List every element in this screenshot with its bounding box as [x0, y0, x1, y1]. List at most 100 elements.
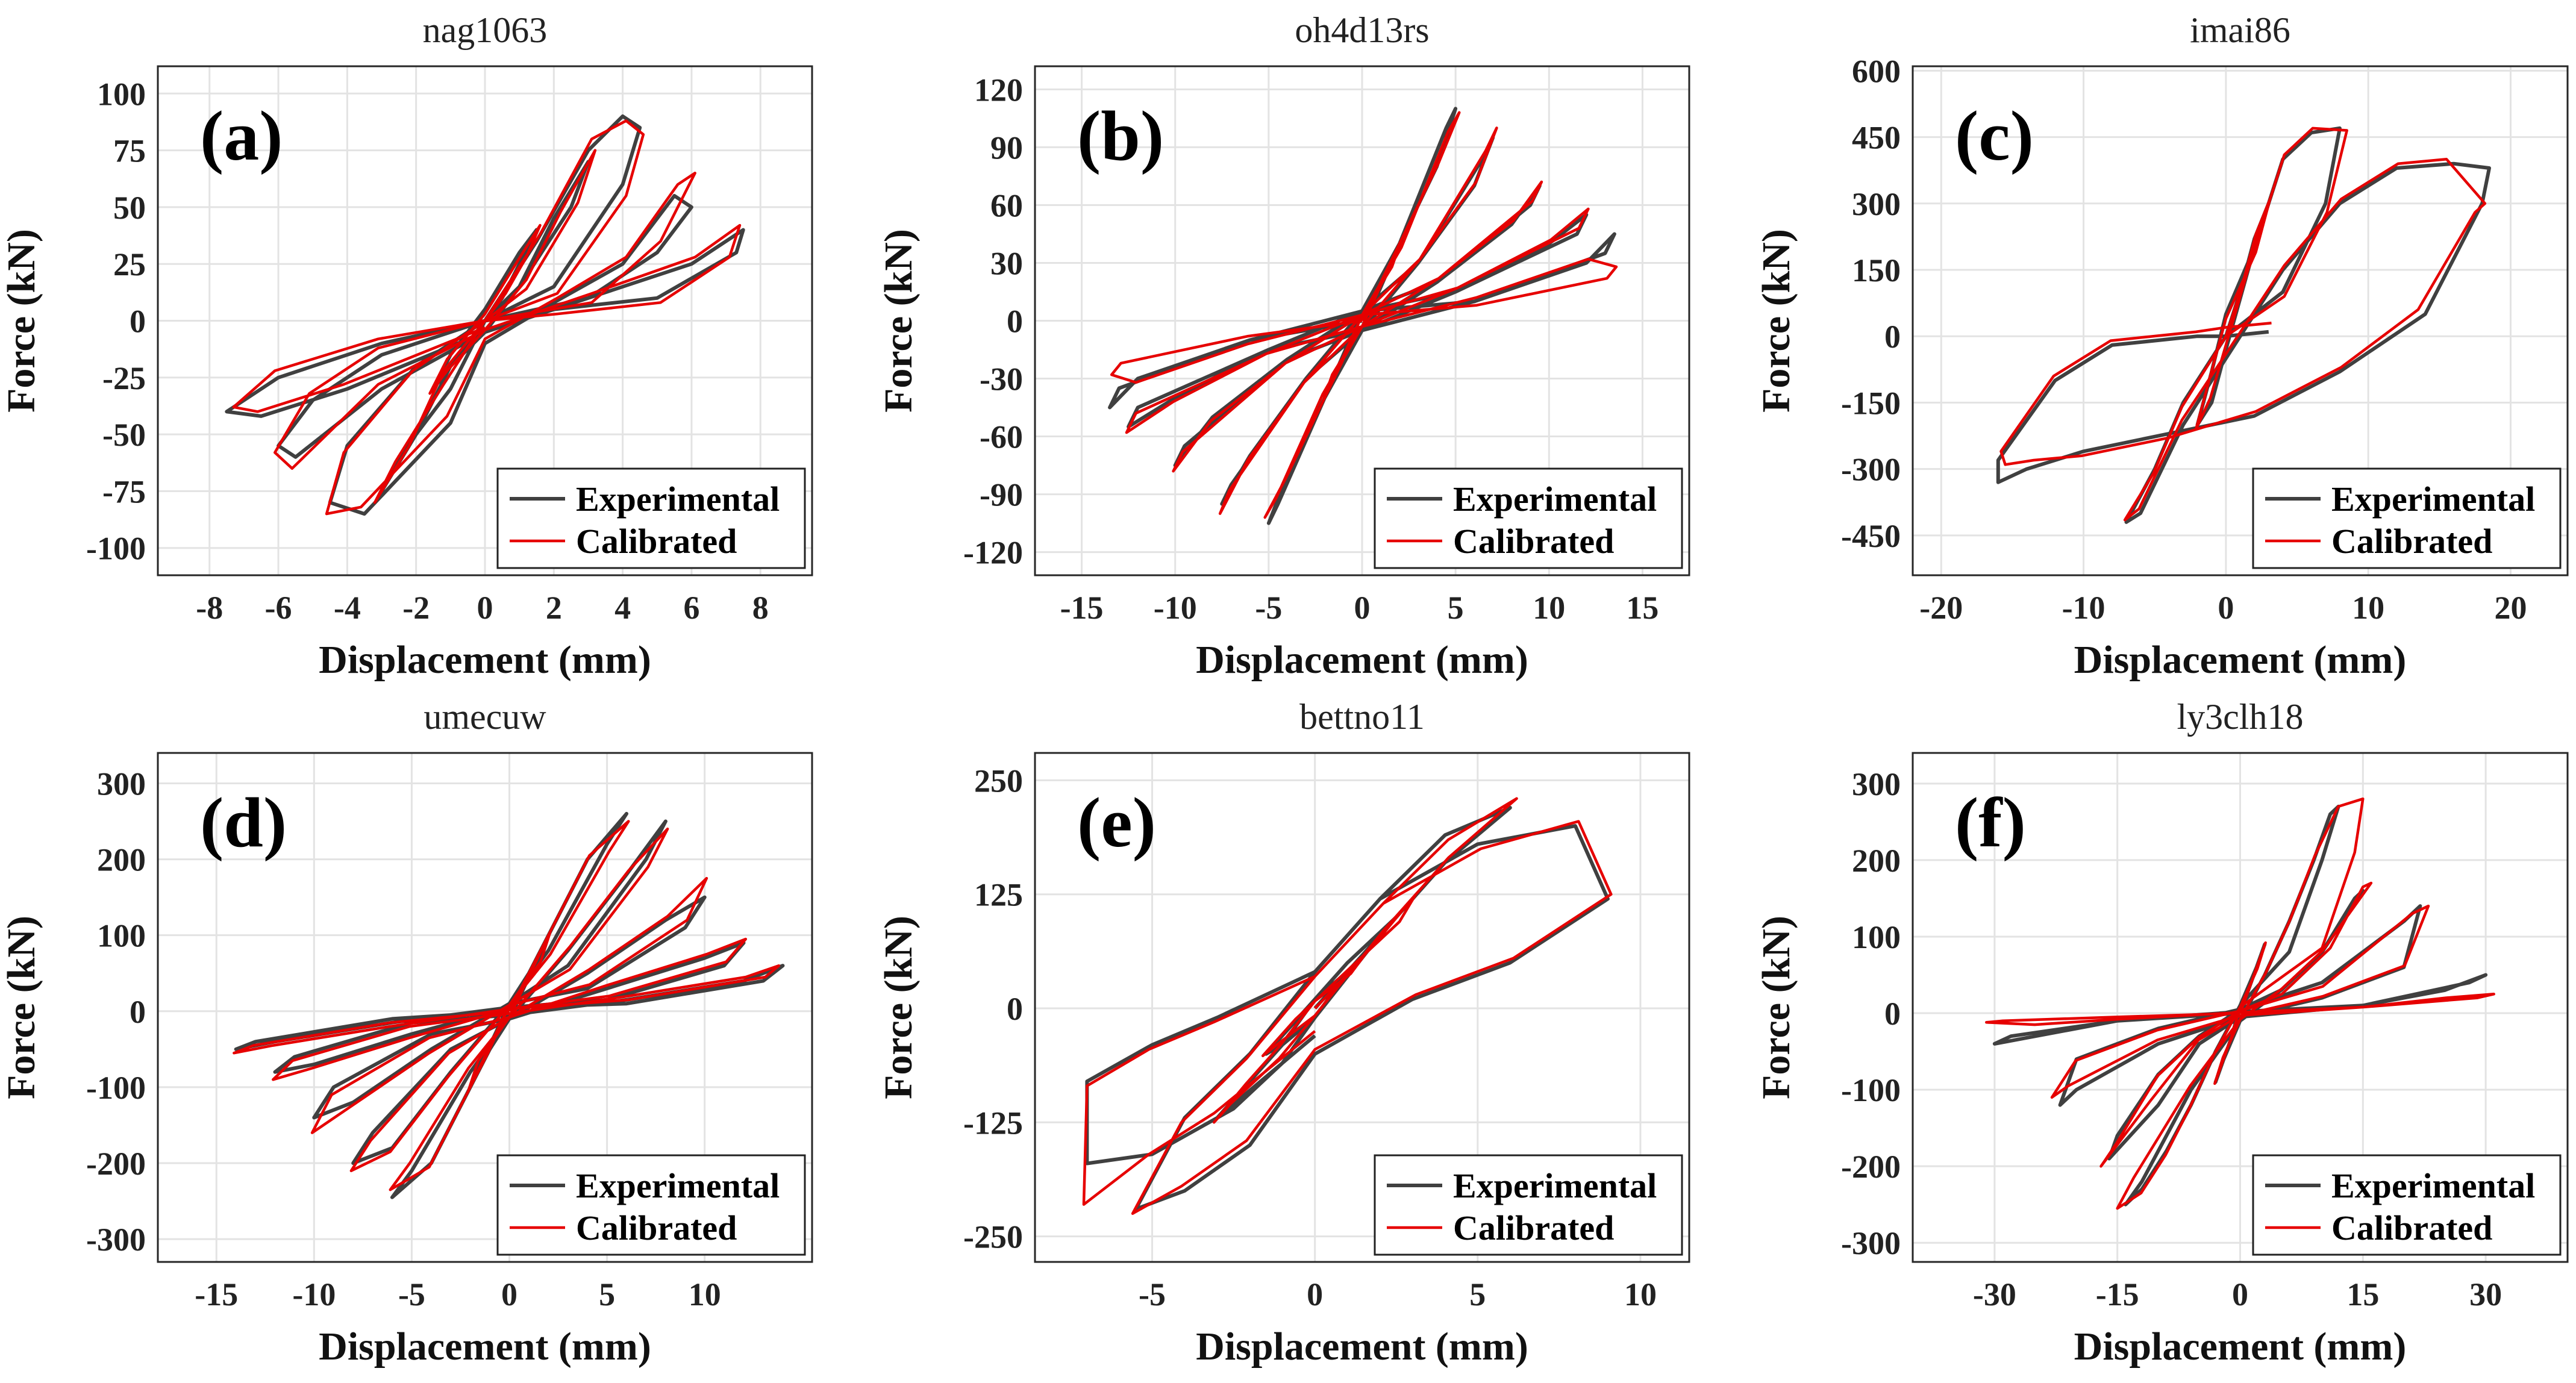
series-line-calibrated: [1110, 111, 1618, 519]
plot-frame: [157, 752, 813, 1263]
x-tick-label: 10: [1533, 590, 1565, 626]
y-tick-label: -90: [980, 477, 1023, 513]
plot-frame: [157, 65, 813, 576]
y-tick-label: -60: [980, 419, 1023, 455]
x-tick-label: 5: [599, 1276, 615, 1313]
y-axis-label: Force (kN): [0, 916, 43, 1099]
x-tick-label: -15: [2096, 1276, 2139, 1313]
x-tick-label: -20: [1919, 590, 1963, 626]
y-axis-label: Force (kN): [1754, 916, 1798, 1099]
x-tick-label: -15: [1060, 590, 1104, 626]
y-tick-label: -250: [963, 1219, 1023, 1255]
chart-panel-5: -5 0 5 10 -250 -125 0 125 250 bettno11 Displacemen…: [877, 697, 1690, 1369]
plot-frame: [1034, 752, 1690, 1263]
legend-box: [2252, 1154, 2562, 1256]
legend-box: [1374, 467, 1683, 569]
panel-label: (c): [1955, 96, 2034, 175]
x-tick-label: -30: [1973, 1276, 2016, 1313]
x-tick-label: 6: [683, 590, 699, 626]
y-tick-label: 600: [1852, 53, 1901, 89]
y-tick-label: 200: [1852, 843, 1901, 879]
x-tick-label: -10: [292, 1276, 336, 1313]
series-line-calibrated: [1082, 797, 1613, 1215]
x-tick-label: -8: [196, 590, 223, 626]
x-tick-label: -6: [265, 590, 292, 626]
chart-panel-2: -15 -10 -5 0 5 10 15 -120 -90 -60 -30 0 30 60 90 120 oh4…: [877, 10, 1690, 682]
legend-label-calibrated: Calibrated: [1453, 1208, 1614, 1247]
y-tick-label: 0: [130, 994, 146, 1030]
y-tick-label: -125: [963, 1105, 1023, 1141]
chart-panel-1: -8 -6 -4 -2 0 2 4 6 8 -100 -75 -50 -25 0 25 50 75 100 nag1…: [0, 10, 813, 682]
legend-label-calibrated: Calibrated: [576, 522, 737, 561]
series-line-calibrated: [1985, 797, 2495, 1210]
y-tick-label: 250: [974, 763, 1023, 799]
legend-label-experimental: Experimental: [1453, 1166, 1657, 1205]
y-axis-label: Force (kN): [877, 916, 921, 1099]
x-tick-label: -2: [402, 590, 430, 626]
y-tick-label: -300: [1841, 1225, 1901, 1261]
legend-label-experimental: Experimental: [2331, 479, 2535, 519]
x-axis-label: Displacement (mm): [1196, 1325, 1528, 1369]
y-tick-label: -30: [980, 361, 1023, 398]
x-axis-label: Displacement (mm): [319, 638, 651, 682]
chart-title: imai86: [2190, 10, 2290, 50]
x-tick-label: -4: [334, 590, 361, 626]
y-tick-label: 0: [1007, 304, 1023, 340]
y-axis-label: Force (kN): [877, 229, 921, 413]
panel-label: (b): [1077, 96, 1164, 175]
y-tick-label: 90: [990, 130, 1023, 166]
x-tick-label: 20: [2494, 590, 2527, 626]
x-tick-label: -10: [1154, 590, 1197, 626]
y-tick-label: 30: [990, 245, 1023, 281]
x-tick-label: -10: [2062, 590, 2106, 626]
x-axis-label: Displacement (mm): [2074, 638, 2407, 682]
y-tick-label: -100: [86, 1070, 146, 1106]
y-tick-label: -100: [1841, 1072, 1901, 1108]
plot-frame: [1912, 752, 2569, 1263]
chart-title: umecuw: [424, 697, 546, 737]
x-tick-label: -5: [1139, 1276, 1166, 1313]
y-tick-label: 75: [113, 133, 146, 169]
y-tick-label: 100: [97, 76, 146, 112]
y-tick-label: -300: [86, 1222, 146, 1258]
x-axis-label: Displacement (mm): [1196, 638, 1528, 682]
x-tick-label: -5: [398, 1276, 425, 1313]
chart-panels: -8 -6 -4 -2 0 2 4 6 8-100-75-50-250255075100nag1…: [0, 10, 2569, 1369]
y-tick-label: 200: [97, 842, 146, 878]
x-tick-label: 4: [614, 590, 631, 626]
x-tick-label: 15: [2346, 1276, 2379, 1313]
x-tick-label: -15: [195, 1276, 238, 1313]
legend-label-calibrated: Calibrated: [2331, 1208, 2492, 1247]
x-tick-label: 5: [1469, 1276, 1486, 1313]
y-tick-label: -200: [86, 1146, 146, 1182]
y-tick-label: 150: [1852, 252, 1901, 289]
x-tick-label: 2: [546, 590, 562, 626]
chart-title: oh4d13rs: [1295, 10, 1429, 50]
y-tick-label: 125: [974, 877, 1023, 913]
y-tick-label: -25: [102, 360, 146, 396]
panel-label: (a): [200, 96, 283, 175]
series-line-calibrated: [1999, 126, 2487, 522]
y-tick-label: 450: [1852, 120, 1901, 156]
y-tick-label: 120: [974, 72, 1023, 108]
legend-label-experimental: Experimental: [1453, 479, 1657, 519]
legend-box: [496, 1154, 806, 1256]
y-tick-label: -50: [102, 417, 146, 453]
series-line-calibrated: [232, 119, 742, 516]
legend-box: [2252, 467, 2562, 569]
x-tick-label: 5: [1448, 590, 1464, 626]
legend-label-calibrated: Calibrated: [2331, 522, 2492, 561]
y-tick-label: -150: [1841, 385, 1901, 421]
x-tick-label: 0: [2218, 590, 2234, 626]
series-line-calibrated: [233, 820, 781, 1191]
plot-frame: [1912, 65, 2569, 576]
chart-panel-3: -20 -10 0 10 20 -450 -300 -150 0 150 300 450 600 imai…: [1754, 10, 2569, 682]
chart-panel-4: -15 -10 -5 0 5 10 -300 -200 -100 0 100 200 300 umecuw…: [0, 697, 813, 1369]
legend-label-calibrated: Calibrated: [576, 1208, 737, 1247]
x-tick-label: 30: [2469, 1276, 2502, 1313]
x-tick-label: 10: [1624, 1276, 1657, 1313]
